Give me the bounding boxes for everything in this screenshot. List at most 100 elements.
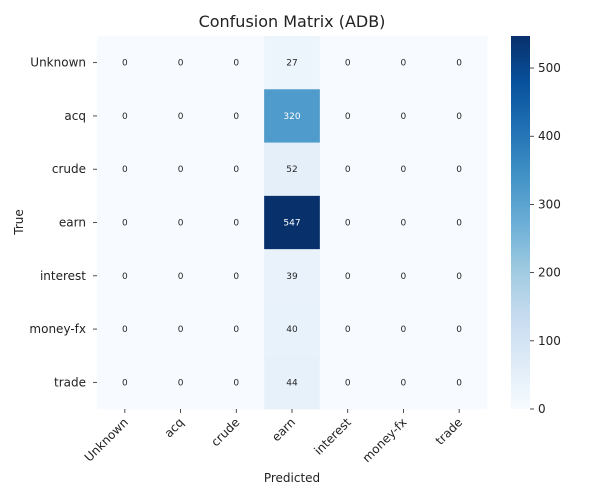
y-axis-label: True xyxy=(12,209,26,236)
cell-value-label: 52 xyxy=(286,165,297,175)
heatmap-cell xyxy=(152,249,209,303)
cell-value-label: 0 xyxy=(345,325,351,335)
x-tick-label: acq xyxy=(162,415,187,440)
heatmap-cell xyxy=(319,195,377,250)
cell-value-label: 0 xyxy=(345,378,351,388)
heatmap-cell xyxy=(208,36,265,90)
cell-value-label: 0 xyxy=(178,378,184,388)
cell-value-label: 0 xyxy=(456,272,462,282)
heatmap-cell xyxy=(97,36,154,90)
cell-value-label: 0 xyxy=(122,378,128,388)
heatmap-cell xyxy=(319,142,377,197)
heatmap-cell xyxy=(152,355,209,410)
cell-value-label: 0 xyxy=(178,59,184,69)
heatmap-cell xyxy=(152,142,209,197)
heatmap-cell xyxy=(208,302,265,357)
heatmap-cell xyxy=(264,302,321,357)
heatmap-cell xyxy=(375,36,432,90)
heatmap-cell xyxy=(431,142,488,197)
cell-value-label: 0 xyxy=(401,325,407,335)
y-tick-label: Unknown xyxy=(30,56,86,70)
heatmap-cell xyxy=(264,249,321,303)
heatmap-cell xyxy=(431,89,488,144)
cell-value-label: 0 xyxy=(122,112,128,122)
heatmap-cell xyxy=(264,142,321,197)
cell-value-label: 0 xyxy=(122,59,128,69)
colorbar-tick-label: 200 xyxy=(538,266,561,280)
heatmap-cell xyxy=(264,89,321,144)
cell-value-label: 547 xyxy=(283,219,300,229)
cell-value-label: 0 xyxy=(456,112,462,122)
cell-value-label: 0 xyxy=(345,59,351,69)
x-tick-label: money-fx xyxy=(360,415,410,465)
colorbar-tick-label: 500 xyxy=(538,61,561,75)
heatmap-cell xyxy=(375,142,432,197)
cell-value-label: 0 xyxy=(122,325,128,335)
heatmap-cell xyxy=(375,355,432,410)
colorbar-tick-label: 300 xyxy=(538,197,561,211)
y-tick-label: crude xyxy=(52,162,86,176)
x-tick-label: interest xyxy=(311,415,354,458)
cell-value-label: 0 xyxy=(233,272,239,282)
heatmap-cell xyxy=(375,249,432,303)
heatmap-cell xyxy=(431,355,488,410)
cell-value-label: 0 xyxy=(122,165,128,175)
heatmap-cell xyxy=(319,36,377,90)
x-tick-label: Unknown xyxy=(82,415,131,464)
heatmap-cell xyxy=(208,355,265,410)
cell-value-label: 0 xyxy=(178,325,184,335)
heatmap-cell xyxy=(319,89,377,144)
heatmap-cell xyxy=(431,249,488,303)
heatmap-cell xyxy=(152,302,209,357)
cell-value-label: 0 xyxy=(122,219,128,229)
y-tick-label: acq xyxy=(64,109,86,123)
colorbar xyxy=(511,36,530,409)
cell-value-label: 0 xyxy=(178,112,184,122)
heatmap-cell xyxy=(97,355,154,410)
heatmap-cell xyxy=(319,355,377,410)
heatmap-cell xyxy=(431,302,488,357)
cell-value-label: 0 xyxy=(456,165,462,175)
cell-value-label: 0 xyxy=(233,219,239,229)
heatmap-cell xyxy=(264,195,321,250)
cell-value-label: 44 xyxy=(286,378,298,388)
colorbar-tick-label: 100 xyxy=(538,334,561,348)
heatmap-cell xyxy=(264,36,321,90)
colorbar-ticks: 0 100 200 300 400 500 xyxy=(530,61,561,416)
cell-value-label: 0 xyxy=(178,219,184,229)
y-axis-ticks: Unknown acq crude earn interest money-fx trade xyxy=(29,56,97,389)
cell-value-label: 0 xyxy=(401,378,407,388)
cell-value-label: 0 xyxy=(233,59,239,69)
heatmap-cell xyxy=(319,302,377,357)
heatmap-cell xyxy=(152,89,209,144)
cell-value-label: 0 xyxy=(233,112,239,122)
cell-value-label: 0 xyxy=(401,112,407,122)
heatmap-cell xyxy=(208,89,265,144)
heatmap-cell xyxy=(208,249,265,303)
cell-value-label: 39 xyxy=(286,272,298,282)
cell-value-label: 0 xyxy=(233,378,239,388)
y-tick-label: interest xyxy=(40,269,86,283)
x-tick-label: trade xyxy=(433,415,466,448)
heatmap-cell xyxy=(97,195,154,250)
cell-value-label: 0 xyxy=(401,272,407,282)
cell-value-label: 40 xyxy=(286,325,298,335)
heatmap-cell xyxy=(319,249,377,303)
x-tick-label: earn xyxy=(269,415,298,444)
colorbar-tick-label: 0 xyxy=(538,402,546,416)
cell-value-label: 0 xyxy=(456,219,462,229)
heatmap-cell xyxy=(97,142,154,197)
cell-value-label: 0 xyxy=(178,272,184,282)
heatmap-cell xyxy=(97,302,154,357)
cell-value-label: 0 xyxy=(233,325,239,335)
cell-value-label: 0 xyxy=(456,59,462,69)
y-tick-label: money-fx xyxy=(29,322,86,336)
cell-value-label: 0 xyxy=(345,219,351,229)
cell-value-label: 320 xyxy=(283,112,300,122)
heatmap-cell xyxy=(264,355,321,410)
x-axis-ticks: Unknown acq crude earn interest money-fx trade xyxy=(82,409,466,465)
heatmap-cell xyxy=(152,195,209,250)
cell-value-label: 0 xyxy=(401,59,407,69)
heatmap-cell xyxy=(97,89,154,144)
cell-value-label: 0 xyxy=(456,378,462,388)
